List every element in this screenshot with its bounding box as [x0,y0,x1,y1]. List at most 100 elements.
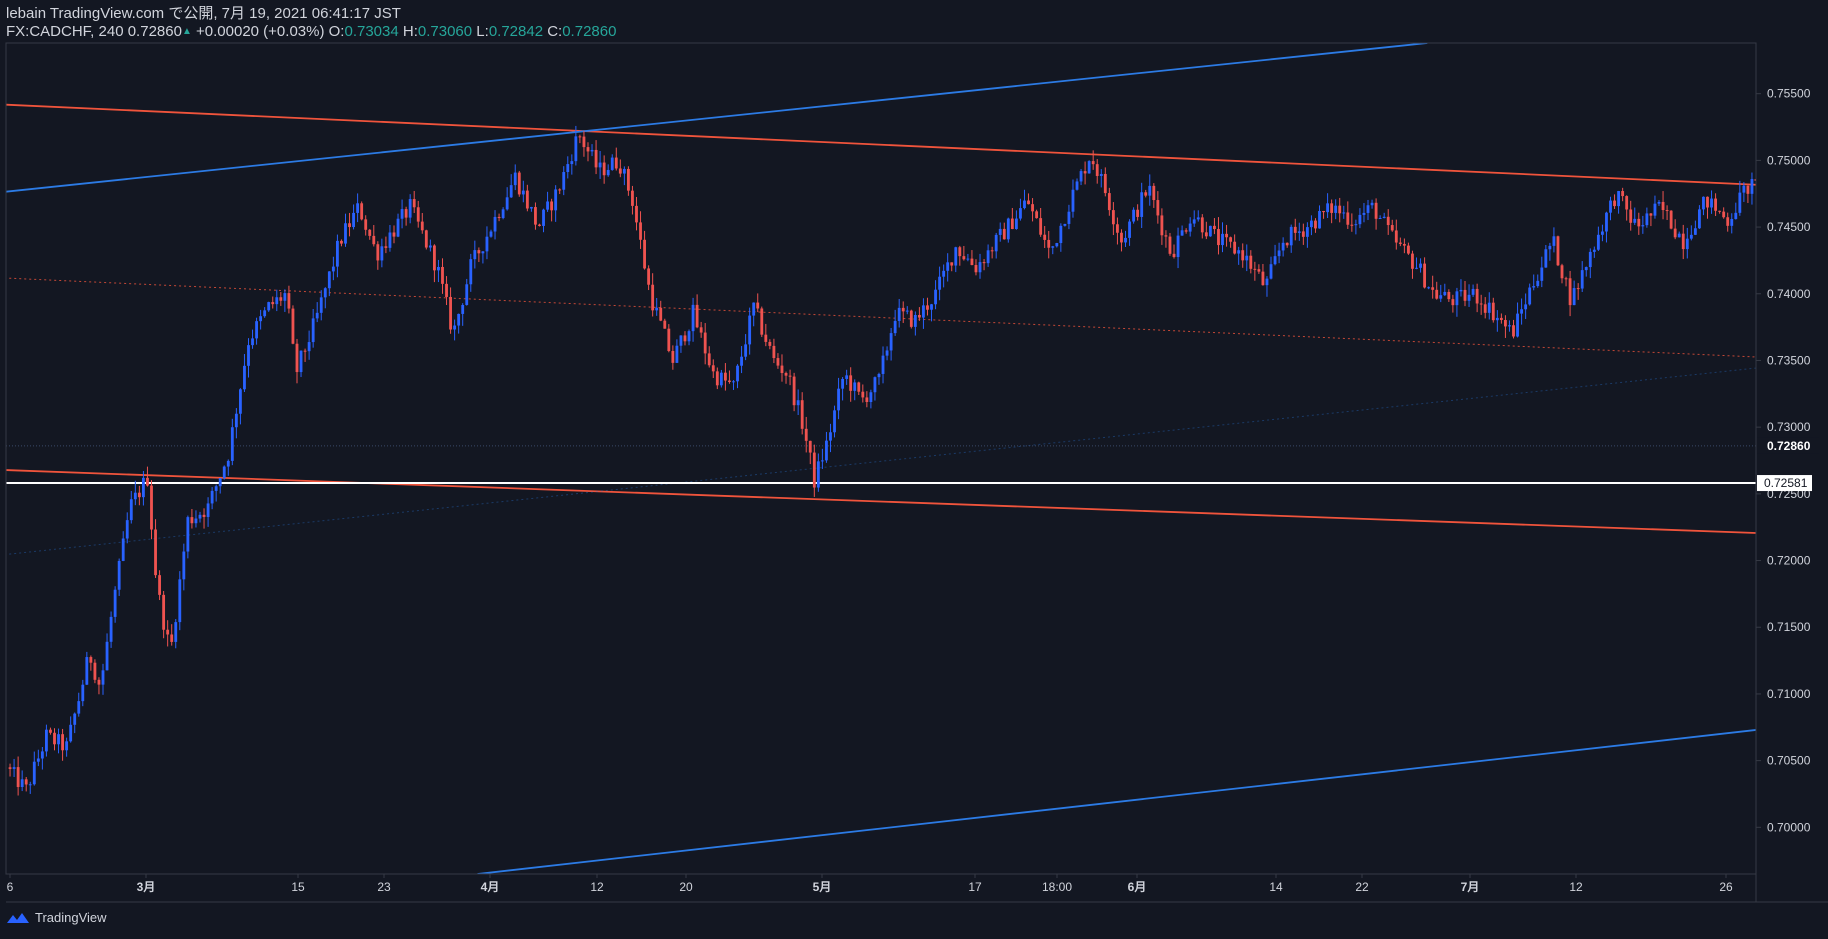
candle-body [1301,231,1305,237]
candle-body [1443,291,1447,296]
candle-body [736,365,739,382]
candle-body [453,325,457,330]
candle-body [1455,291,1459,306]
candle-body [958,247,962,257]
candle-body [1463,289,1467,301]
candle-body [570,161,574,165]
high-label: H: [402,23,418,40]
red-channel-upper [6,103,1756,186]
time-axis[interactable]: 6 3月 15 23 4月 12 20 5月 17 18:00 6月 14 22 7月 12 26 [7,874,1733,894]
candle-body [1322,211,1325,213]
candle-body [150,485,153,530]
candle-body [509,185,513,198]
candle-body [820,460,824,462]
candle-body [1763,193,1766,206]
candle-body [1079,171,1083,182]
price-tick-label: 0.71000 [1767,687,1811,701]
ohlc-line: FX:CADCHF, 240 0.72860▲ +0.00020 (+0.03%… [6,23,616,41]
candle-body [243,365,246,390]
chart-frame [5,42,1828,903]
candle-body [1609,200,1612,213]
candle-body [1677,233,1681,238]
red-channel-mid [6,277,1756,358]
candle-body [1734,212,1738,220]
candle-body [1653,203,1657,216]
candle-body [1132,209,1136,222]
plot-border [5,42,1757,875]
candle-body [970,258,974,265]
candle-body [1746,185,1750,194]
candle-body [307,342,311,352]
candle-body [1035,211,1039,219]
candle-body [1160,215,1164,236]
candle-body [1564,278,1568,280]
candle-body [752,302,756,316]
candle-body [776,358,780,366]
candle-body [1685,238,1689,250]
candle-body [1584,267,1588,271]
candle-body [396,218,400,237]
candle-body [687,331,691,342]
candle-body [1305,227,1309,237]
candle-body [1225,233,1228,238]
candle-body [651,284,655,311]
candles-layer [8,125,1802,796]
candle-body [1358,214,1362,225]
candle-body [311,318,315,343]
candle-body [1524,304,1528,310]
candle-body [162,594,166,630]
candle-body [837,388,840,411]
candle-body [174,622,178,642]
candle-body [800,400,804,429]
time-tick-label: 12 [590,880,604,894]
candle-body [1253,268,1257,270]
candle-body [279,297,283,301]
candle-body [1568,278,1572,306]
candle-body [853,382,857,391]
candle-body [1164,235,1168,237]
candle-body [287,293,291,309]
candle-body [1799,306,1802,343]
candle-body [1528,287,1532,305]
time-tick-label: 3月 [137,880,156,894]
candle-body [275,297,279,305]
candle-body [1128,221,1131,238]
candle-body [1520,309,1524,314]
candle-body [505,197,509,210]
candle-body [667,328,671,351]
candle-body [141,477,145,498]
price-tick-label: 0.73500 [1767,353,1811,367]
candle-body [1621,191,1625,197]
candle-body [1491,302,1495,321]
candle-body [1366,205,1370,213]
candle-body [513,172,517,186]
candle-body [934,289,937,305]
time-tick-label: 18:00 [1042,880,1072,894]
candle-body [647,268,651,285]
candle-body [129,499,133,521]
candle-body [1229,237,1233,242]
candle-body [501,209,505,219]
candle-body [1633,218,1637,223]
candle-body [901,307,905,312]
candle-body [829,432,832,441]
candle-body [594,149,598,168]
candle-body [1665,210,1669,212]
price-axis[interactable]: 0.75500 0.75000 0.74500 0.74000 0.73500 0.730… [1756,87,1819,835]
candle-body [885,350,889,356]
candle-body [728,380,731,382]
candle-body [1031,204,1034,212]
candle-body [24,779,28,785]
candle-body [586,147,590,152]
footer: TradingView [6,910,107,925]
candle-body [1596,234,1600,250]
candle-body [441,266,444,284]
candle-body [198,514,202,519]
candle-body [457,313,461,326]
candle-body [1213,225,1216,230]
candle-body [101,670,105,685]
candle-body [1378,218,1382,220]
candle-body [675,345,679,363]
price-tick-label: 0.75500 [1767,87,1811,101]
